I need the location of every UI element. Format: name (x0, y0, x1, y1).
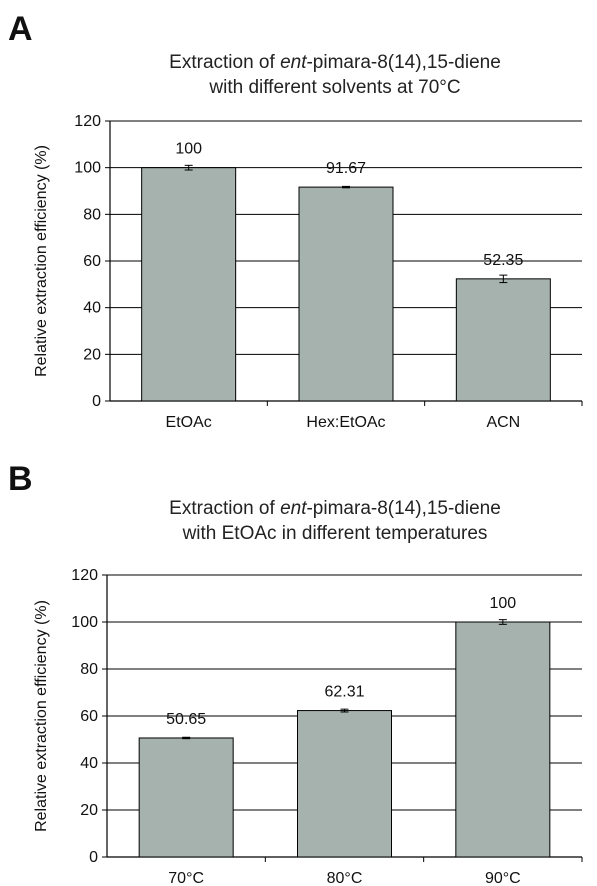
y-tick-label: 20 (83, 346, 101, 363)
y-tick-label: 40 (80, 755, 98, 772)
x-tick-label: ACN (486, 414, 520, 431)
panel-label: B (8, 460, 33, 498)
y-tick-label: 120 (74, 113, 101, 130)
chart-title: Extraction of ent-pimara-8(14),15-diene … (120, 496, 550, 546)
bar (297, 710, 392, 858)
bar (455, 278, 551, 402)
y-tick-label: 120 (71, 567, 98, 584)
bar (455, 621, 551, 858)
x-tick-label: EtOAc (166, 414, 212, 431)
y-tick-label: 80 (80, 661, 98, 678)
bar-chart-a: 0 20 40 60 80 100 120 Relative extraction effic… (33, 113, 583, 431)
chart-title-prefix: Extraction of (169, 52, 281, 73)
x-tick-label: 70°C (168, 870, 204, 886)
bar (138, 737, 234, 858)
y-tick-label: 100 (74, 160, 101, 177)
data-label: 50.65 (166, 711, 206, 728)
bar (298, 186, 394, 402)
chart-panel-b: B Extraction of ent-pimara-8(14),15-dien… (0, 446, 597, 886)
chart-subtitle: with different solvents at 70°C (209, 77, 461, 98)
bar-chart-b: 0 20 40 60 80 100 120 Relative extraction effic… (33, 567, 583, 886)
panel-label: A (8, 10, 33, 48)
data-label: 52.35 (483, 252, 523, 269)
y-tick-label: 40 (83, 300, 101, 317)
y-axis-label: Relative extraction efficiency (%) (33, 145, 50, 377)
chart-title-suffix: -pimara-8(14),15-diene (306, 52, 501, 73)
y-tick-label: 0 (89, 849, 98, 866)
chart-subtitle: with EtOAc in different temperatures (182, 523, 488, 544)
x-tick-label: 80°C (327, 870, 363, 886)
x-tick-label: Hex:EtOAc (306, 414, 385, 431)
y-axis-label: Relative extraction efficiency (%) (33, 600, 50, 832)
data-label: 91.67 (326, 160, 366, 177)
data-label: 62.31 (324, 684, 364, 701)
chart-title-suffix: -pimara-8(14),15-diene (306, 498, 501, 519)
y-tick-label: 0 (92, 393, 101, 410)
chart-title-italic: ent (280, 52, 307, 73)
y-tick-label: 80 (83, 206, 101, 223)
bar (141, 167, 237, 402)
y-tick-label: 60 (83, 253, 101, 270)
y-tick-label: 20 (80, 802, 98, 819)
chart-title: Extraction of ent-pimara-8(14),15-diene … (120, 50, 550, 100)
chart-title-italic: ent (280, 498, 307, 519)
data-label: 100 (489, 595, 516, 612)
data-label: 100 (175, 141, 202, 158)
chart-title-prefix: Extraction of (169, 498, 281, 519)
y-tick-label: 100 (71, 614, 98, 631)
chart-panel-a: A Extraction of ent-pimara-8(14),15-dien… (0, 0, 597, 440)
x-tick-label: 90°C (485, 870, 521, 886)
y-tick-label: 60 (80, 708, 98, 725)
